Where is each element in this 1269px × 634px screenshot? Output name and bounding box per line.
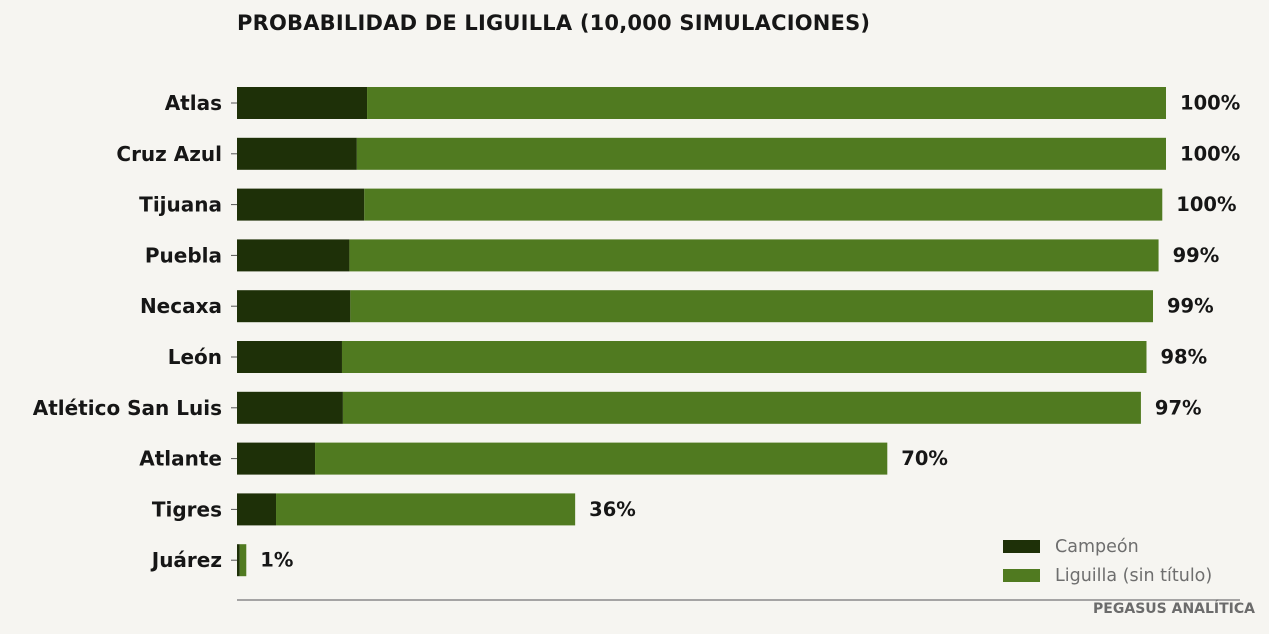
value-label-juarez: 1%	[260, 549, 293, 572]
bar-campeon-tigres	[237, 493, 277, 526]
value-label-necaxa: 99%	[1167, 295, 1214, 318]
y-tick-label-cruz-azul: Cruz Azul	[116, 142, 222, 166]
value-label-atlas: 100%	[1180, 92, 1240, 115]
y-tick-label-puebla: Puebla	[145, 243, 222, 267]
y-tick-label-necaxa: Necaxa	[140, 294, 222, 318]
legend-swatch-liguilla	[1003, 569, 1040, 582]
legend-label-champion: Campeón	[1055, 536, 1139, 557]
value-label-tigres: 36%	[589, 498, 636, 521]
bar-campeon-atlante	[237, 442, 316, 475]
y-tick-label-leon: León	[168, 345, 222, 369]
y-tick-label-juarez: Juárez	[150, 548, 222, 572]
y-tick-label-atlante: Atlante	[139, 447, 222, 471]
bar-liguilla-atlas	[367, 87, 1166, 119]
chart-legend: Campeón Liguilla (sin título)	[1003, 532, 1212, 590]
legend-label-liguilla: Liguilla (sin título)	[1055, 565, 1213, 586]
bar-campeon-cruz-azul	[237, 137, 357, 170]
bar-campeon-juarez	[237, 544, 240, 577]
bar-liguilla-cruz-azul	[356, 137, 1166, 170]
legend-item-champion: Campeón	[1003, 532, 1212, 561]
y-tick-label-atlas: Atlas	[165, 91, 222, 115]
legend-item-liguilla: Liguilla (sin título)	[1003, 561, 1212, 590]
legend-swatch-champion	[1003, 540, 1040, 553]
bar-liguilla-atletico-san-luis	[342, 391, 1141, 424]
bar-campeon-leon	[237, 341, 342, 373]
bar-campeon-atletico-san-luis	[237, 391, 343, 424]
bar-liguilla-atlante	[315, 442, 888, 475]
bar-campeon-tijuana	[237, 188, 365, 221]
bar-campeon-atlas	[237, 87, 368, 119]
y-tick-label-tigres: Tigres	[152, 497, 222, 521]
y-tick-label-atletico-san-luis: Atlético San Luis	[33, 396, 222, 420]
value-label-atletico-san-luis: 97%	[1155, 396, 1202, 419]
bar-campeon-puebla	[237, 239, 350, 272]
value-label-tijuana: 100%	[1176, 193, 1236, 216]
y-tick-label-tijuana: Tijuana	[139, 193, 222, 217]
bar-liguilla-leon	[341, 341, 1147, 373]
bar-liguilla-tigres	[276, 493, 576, 526]
chart-title: PROBABILIDAD DE LIGUILLA (10,000 SIMULAC…	[237, 11, 871, 35]
bar-campeon-necaxa	[237, 290, 351, 323]
value-label-cruz-azul: 100%	[1180, 142, 1240, 165]
value-label-puebla: 99%	[1173, 244, 1220, 267]
value-label-leon: 98%	[1160, 346, 1207, 369]
credit-label: PEGASUS ANALÍTICA	[1093, 601, 1255, 617]
bar-liguilla-tijuana	[364, 188, 1163, 221]
bar-liguilla-puebla	[349, 239, 1159, 272]
bar-liguilla-necaxa	[350, 290, 1153, 323]
value-label-atlante: 70%	[901, 447, 948, 470]
bar-liguilla-juarez	[239, 544, 247, 577]
